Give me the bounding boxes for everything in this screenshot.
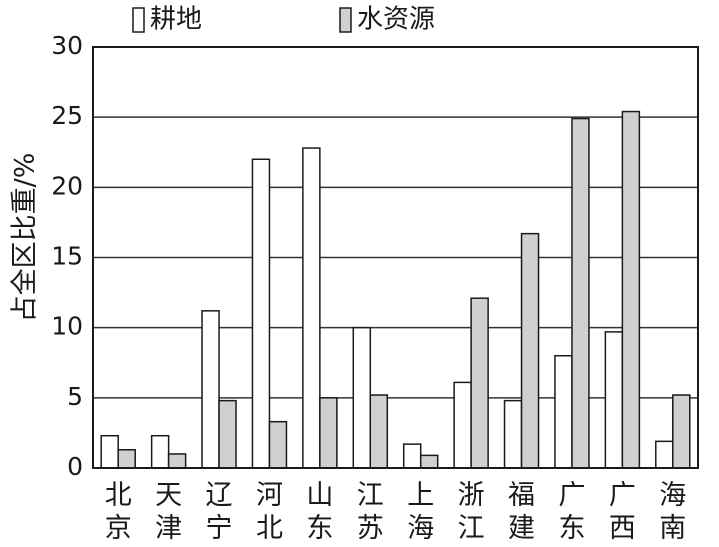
y-tick-label-20: 20: [51, 171, 83, 200]
legend-label-耕地: 耕地: [150, 5, 202, 35]
x-tick-label-广东: 广东: [558, 480, 585, 544]
bar-耕地-福建: [503, 399, 523, 469]
y-tick-label-0: 0: [67, 452, 83, 481]
bar-水资源-河北: [268, 420, 288, 469]
x-tick-label-浙江: 浙江: [458, 480, 485, 544]
bar-耕地-浙江: [453, 381, 472, 469]
x-tick-label-天津: 天津: [155, 480, 182, 544]
y-tick-label-10: 10: [51, 312, 83, 341]
y-tick-label-25: 25: [51, 101, 83, 130]
y-axis-ticks: 0 5 10 15 20 25 30: [51, 31, 83, 481]
bar-水资源-北京: [117, 449, 136, 469]
bar-耕地-江苏: [352, 326, 372, 469]
bars: [100, 110, 691, 469]
bar-耕地-海南: [655, 440, 674, 469]
bar-水资源-上海: [419, 454, 439, 469]
x-tick-label-江苏: 江苏: [357, 480, 384, 544]
legend: 耕地 水资源: [132, 5, 435, 35]
legend-swatch-水资源: [339, 7, 352, 33]
bar-耕地-广东: [554, 354, 573, 469]
bar-耕地-北京: [100, 434, 119, 469]
x-tick-label-福建: 福建: [508, 480, 535, 544]
y-tick-label-30: 30: [51, 31, 83, 60]
legend-swatch-耕地: [132, 7, 145, 33]
x-tick-label-辽宁: 辽宁: [206, 480, 233, 544]
gridlines: [93, 116, 698, 399]
x-tick-label-海南: 海南: [659, 480, 686, 544]
bar-水资源-福建: [520, 232, 540, 469]
x-tick-label-北京: 北京: [105, 480, 132, 544]
x-tick-label-河北: 河北: [256, 480, 283, 544]
bar-耕地-上海: [402, 443, 422, 469]
bar-水资源-江苏: [369, 394, 389, 469]
bar-水资源-山东: [319, 397, 338, 469]
plot-frame: [92, 46, 699, 469]
bar-耕地-辽宁: [201, 310, 220, 469]
x-tick-label-山东: 山东: [306, 480, 333, 544]
legend-label-水资源: 水资源: [357, 5, 435, 35]
y-tick-label-5: 5: [67, 382, 83, 411]
bar-水资源-广东: [571, 117, 590, 469]
bar-耕地-广西: [604, 331, 624, 469]
x-tick-label-广西: 广西: [609, 480, 636, 544]
bar-水资源-浙江: [470, 297, 489, 469]
y-axis-title: 占全区比重/%: [10, 153, 41, 323]
bar-水资源-海南: [672, 394, 691, 469]
y-tick-label-15: 15: [51, 242, 83, 271]
x-tick-label-上海: 上海: [407, 480, 434, 544]
bar-水资源-广西: [621, 110, 641, 469]
bar-耕地-天津: [150, 434, 170, 469]
bar-水资源-辽宁: [218, 399, 237, 469]
bar-水资源-天津: [167, 453, 187, 469]
bar-耕地-山东: [302, 147, 321, 469]
bar-耕地-河北: [251, 158, 271, 469]
